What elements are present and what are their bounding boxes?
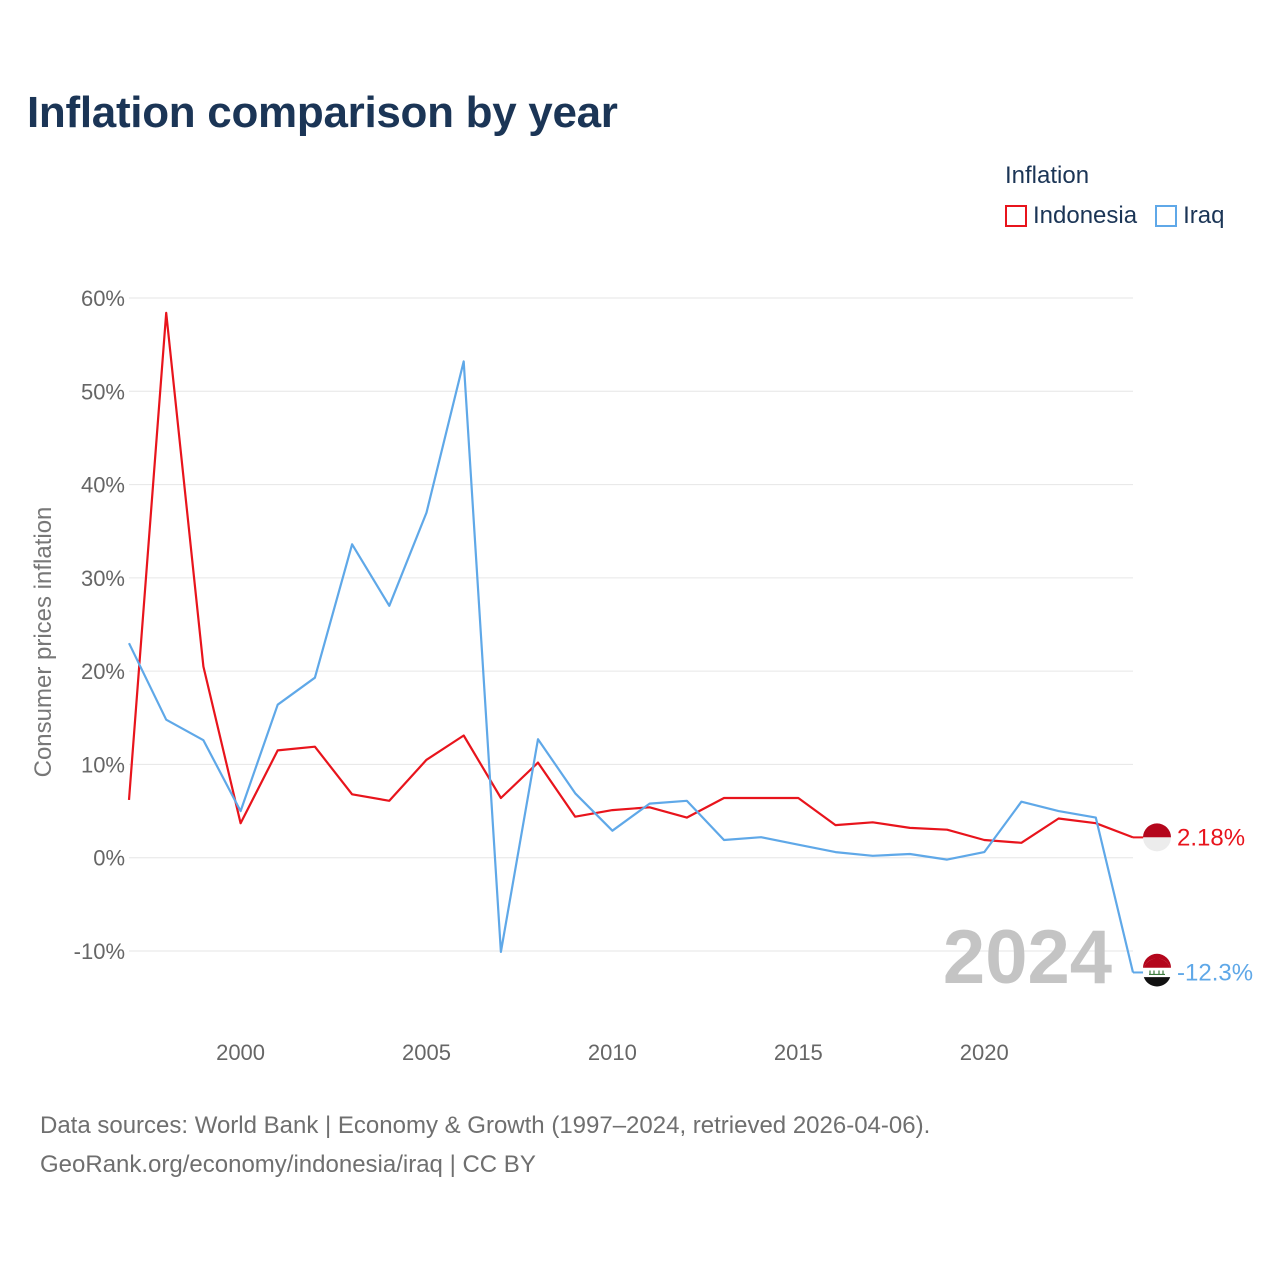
y-axis-title: Consumer prices inflation: [30, 507, 57, 778]
x-tick-label: 2000: [216, 1040, 265, 1065]
y-tick-label: 50%: [81, 379, 125, 404]
x-tick-label: 2005: [402, 1040, 451, 1065]
series-line-indonesia: [127, 311, 1134, 844]
legend-swatch-iraq: [1155, 205, 1178, 227]
legend: Inflation Indonesia Iraq: [1005, 162, 1224, 230]
chart-title: Inflation comparison by year: [27, 88, 618, 137]
y-tick-label: 30%: [81, 566, 125, 591]
footer: Data sources: World Bank | Economy & Gro…: [40, 1106, 930, 1184]
legend-items: Indonesia Iraq: [1005, 202, 1224, 230]
legend-title: Inflation: [1005, 162, 1090, 189]
y-tick-label: 40%: [81, 473, 125, 498]
x-axis-ticks: 2000 2005 2010 2015 2020: [216, 1040, 1009, 1065]
series-lines: [127, 311, 1135, 973]
y-axis-ticks: -10% 0% 10% 20% 30% 40% 50% 60%: [74, 286, 125, 964]
legend-swatch-indonesia: [1005, 205, 1027, 227]
y-tick-label: 10%: [81, 752, 125, 777]
legend-item-indonesia[interactable]: Indonesia: [1005, 202, 1137, 230]
footer-sources: Data sources: World Bank | Economy & Gro…: [40, 1112, 931, 1139]
y-tick-label: -10%: [74, 939, 125, 964]
indonesia-flag-icon: [1143, 823, 1171, 852]
x-tick-label: 2010: [588, 1040, 637, 1065]
legend-label-iraq: Iraq: [1183, 202, 1225, 229]
year-annotation: 2024: [943, 915, 1112, 1000]
end-label-iraq: -12.3%: [1177, 959, 1253, 986]
x-tick-label: 2015: [774, 1040, 823, 1065]
y-tick-label: 20%: [81, 659, 125, 684]
footer-attribution: GeoRank.org/economy/indonesia/iraq | CC …: [40, 1151, 536, 1178]
y-tick-label: 0%: [93, 846, 125, 871]
x-tick-label: 2020: [960, 1040, 1009, 1065]
end-label-indonesia: 2.18%: [1177, 824, 1245, 851]
iraq-flag-icon: [1143, 953, 1171, 987]
y-tick-label: 60%: [81, 286, 125, 311]
series-line-iraq: [128, 360, 1135, 973]
end-markers: 2.18% -12.3%: [1133, 823, 1253, 987]
gridlines: [129, 297, 1133, 952]
legend-item-iraq[interactable]: Iraq: [1155, 202, 1224, 230]
legend-label-indonesia: Indonesia: [1033, 202, 1138, 229]
